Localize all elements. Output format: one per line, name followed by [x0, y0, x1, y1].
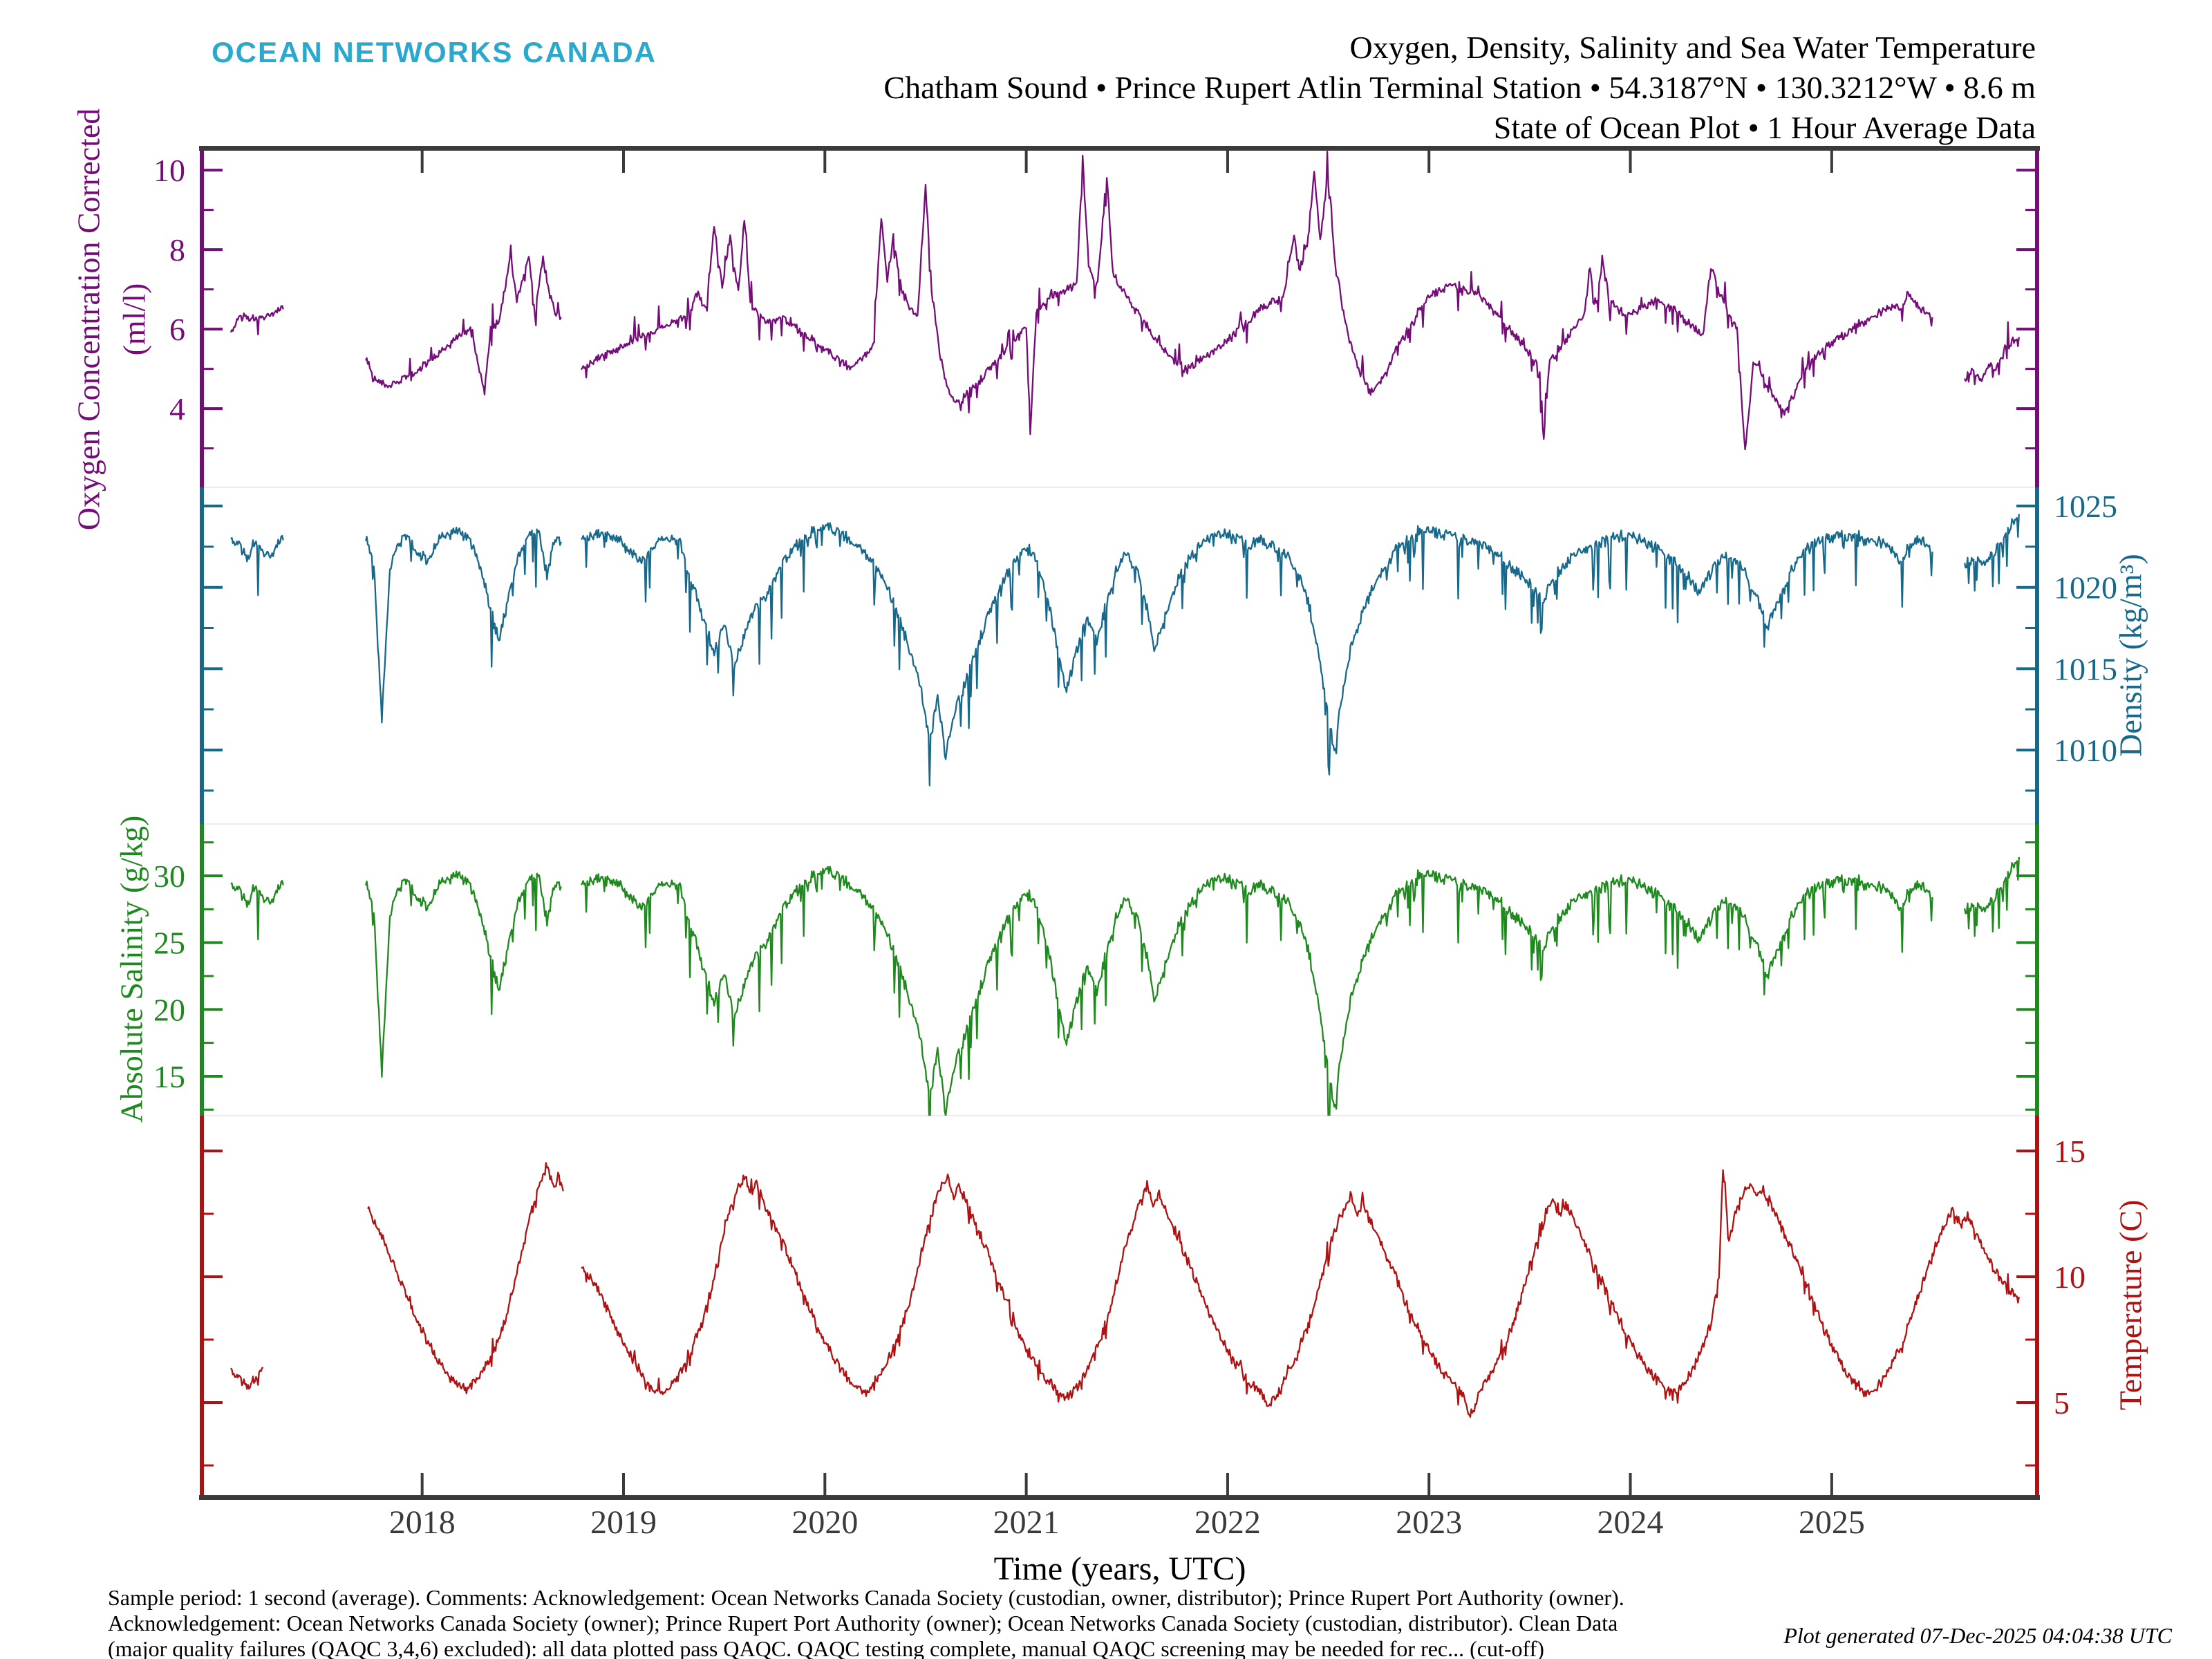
temperature-panel: 15 10 5	[200, 1116, 2086, 1495]
density-tick-label-1015: 1015	[2054, 651, 2117, 686]
x-axis-ticks: 2018 2019 2020 2021 2022 2023 2024 2025	[389, 151, 1865, 1541]
plot-title-line-3: State of Ocean Plot • 1 Hour Average Dat…	[1493, 110, 2036, 145]
x-tick-label-2024: 2024	[1597, 1504, 1664, 1541]
temperature-series	[229, 1162, 2020, 1418]
density-data-path	[580, 522, 1933, 787]
density-data-path	[364, 526, 562, 724]
right-spine-density	[2035, 487, 2039, 824]
temperature-data-path	[229, 1367, 264, 1390]
density-axis-label: Density (kg/m³)	[2112, 554, 2148, 757]
onc-logo: OCEAN NETWORKS CANADA	[212, 36, 657, 68]
temperature-data-path	[367, 1162, 564, 1394]
plot-title-line-1: Oxygen, Density, Salinity and Sea Water …	[1349, 30, 2036, 65]
density-tick-label-1020: 1020	[2054, 570, 2117, 606]
salinity-data-path	[580, 865, 1933, 1116]
salinity-panel: 30 25 20 15	[153, 824, 2039, 1116]
x-tick-label-2021: 2021	[993, 1504, 1060, 1541]
density-panel: 1025 1020 1015 1010	[200, 487, 2117, 824]
right-spine-oxygen	[2035, 151, 2039, 487]
temperature-axis-label: Temperature (C)	[2112, 1199, 2148, 1411]
temperature-tick-label-10: 10	[2054, 1259, 2086, 1295]
left-spine-oxygen	[200, 151, 204, 487]
oxygen-tick-label-6: 6	[169, 312, 185, 347]
plot-generated-timestamp: Plot generated 07-Dec-2025 04:04:38 UTC	[1783, 1623, 2172, 1648]
density-tick-label-1025: 1025	[2054, 489, 2117, 524]
salinity-tick-label-20: 20	[153, 992, 185, 1027]
right-spine-salinity	[2035, 824, 2039, 1116]
x-tick-label-2020: 2020	[791, 1504, 858, 1541]
salinity-data-path	[230, 880, 284, 941]
x-axis-title: Time (years, UTC)	[993, 1550, 1246, 1587]
x-tick-label-2023: 2023	[1396, 1504, 1462, 1541]
salinity-axis-label: Absolute Salinity (g/kg)	[113, 815, 149, 1123]
salinity-tick-label-15: 15	[153, 1059, 185, 1094]
footer-comment-line-3: (major quality failures (QAQC 3,4,6) exc…	[108, 1636, 1544, 1659]
footer-comment-line-2: Acknowledgement: Ocean Networks Canada S…	[108, 1611, 1618, 1635]
left-spine-salinity	[200, 824, 204, 1116]
oxygen-tick-label-4: 4	[169, 391, 185, 427]
density-data-path	[230, 534, 284, 597]
density-tick-label-1010: 1010	[2054, 733, 2117, 768]
oxygen-axis-label-line-1: Oxygen Concentration Corrected	[71, 108, 106, 531]
density-series	[230, 514, 2020, 787]
x-tick-label-2022: 2022	[1194, 1504, 1261, 1541]
temperature-tick-label-15: 15	[2054, 1134, 2086, 1169]
oxygen-data-path	[1964, 321, 2020, 386]
x-tick-label-2019: 2019	[590, 1504, 657, 1541]
left-spine-temperature	[200, 1116, 204, 1495]
x-tick-label-2025: 2025	[1799, 1504, 1865, 1541]
salinity-series	[230, 856, 2020, 1116]
oxygen-series	[229, 151, 2020, 451]
salinity-tick-label-30: 30	[153, 859, 185, 894]
salinity-data-path	[364, 870, 562, 1078]
footer-comment-line-1: Sample period: 1 second (average). Comme…	[108, 1585, 1624, 1610]
oxygen-data-path	[229, 305, 284, 336]
left-spine-density	[200, 487, 204, 824]
density-data-path	[1963, 514, 2020, 592]
oxygen-axis-label-line-2: (ml/l)	[116, 283, 152, 356]
salinity-data-path	[1963, 856, 2020, 937]
oxygen-tick-label-8: 8	[169, 232, 185, 268]
oxygen-data-path	[365, 244, 562, 395]
panel-dividers	[202, 487, 2037, 1116]
oxygen-panel: 10 8 6 4	[153, 151, 2039, 487]
temperature-data-path	[581, 1169, 2020, 1418]
oxygen-data-path	[580, 151, 1933, 451]
temperature-tick-label-5: 5	[2054, 1385, 2070, 1421]
right-spine-temperature	[2035, 1116, 2039, 1495]
salinity-tick-label-25: 25	[153, 926, 185, 961]
axis-frame	[199, 146, 2040, 1500]
oxygen-tick-label-10: 10	[153, 153, 185, 188]
x-tick-label-2018: 2018	[389, 1504, 456, 1541]
plot-title-line-2: Chatham Sound • Prince Rupert Atlin Term…	[883, 70, 2036, 105]
